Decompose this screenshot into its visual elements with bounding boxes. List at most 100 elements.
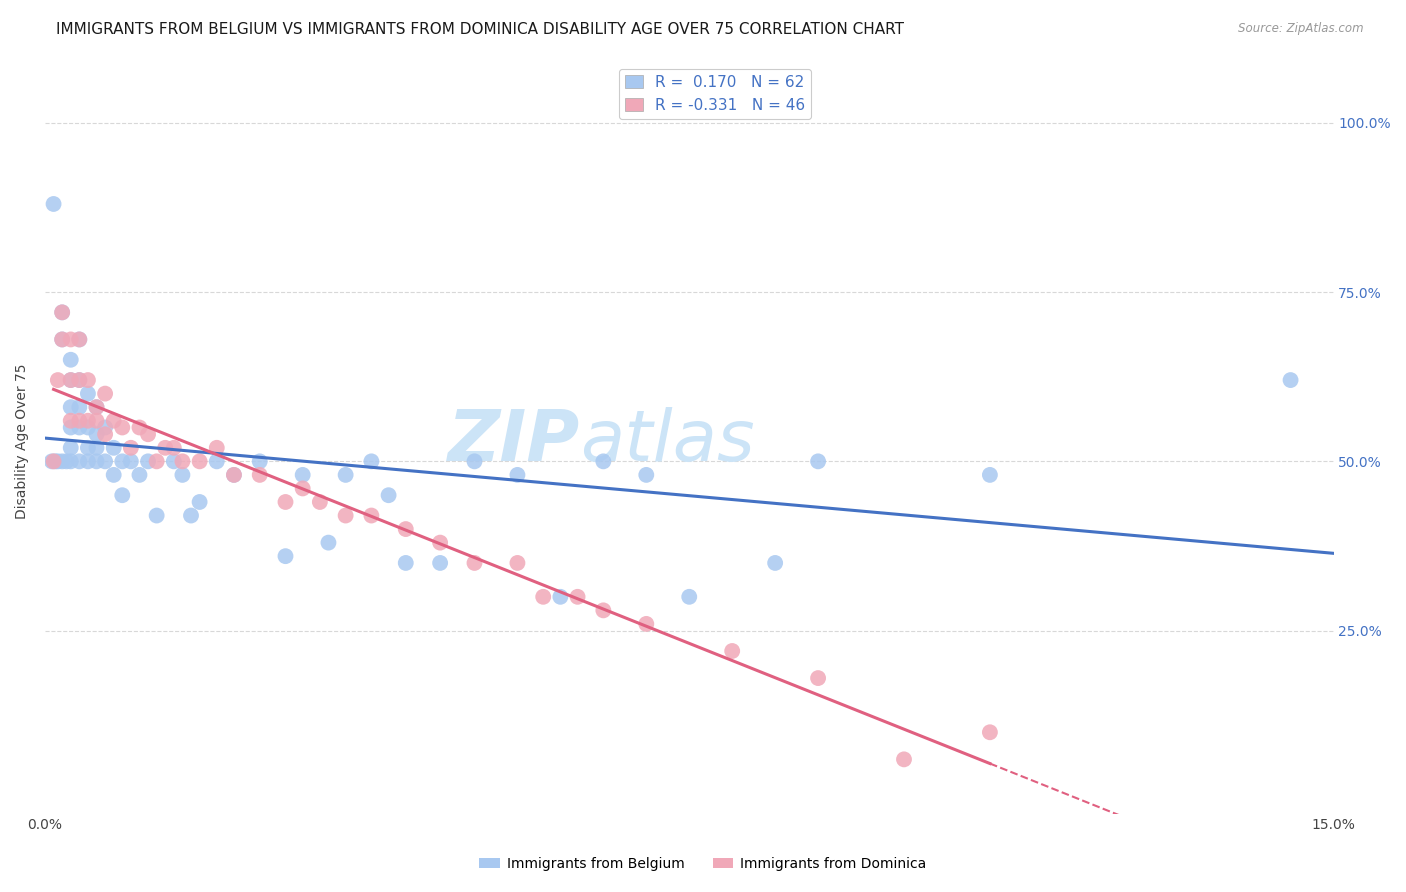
Point <box>155 441 177 455</box>
Point <box>41 454 63 468</box>
Legend: Immigrants from Belgium, Immigrants from Dominica: Immigrants from Belgium, Immigrants from… <box>474 851 932 876</box>
Point <box>59 420 82 434</box>
Point <box>205 441 228 455</box>
Point <box>550 590 572 604</box>
Point <box>59 352 82 367</box>
Point <box>42 454 65 468</box>
Point <box>205 454 228 468</box>
Point <box>335 467 357 482</box>
Point <box>94 420 117 434</box>
Point <box>188 454 211 468</box>
Point <box>249 467 271 482</box>
Point <box>335 508 357 523</box>
Point <box>979 725 1001 739</box>
Point <box>318 535 340 549</box>
Point <box>506 467 529 482</box>
Point <box>567 590 589 604</box>
Point <box>44 454 66 468</box>
Point <box>163 454 186 468</box>
Point <box>128 467 150 482</box>
Point <box>67 373 90 387</box>
Point <box>120 454 142 468</box>
Y-axis label: Disability Age Over 75: Disability Age Over 75 <box>15 363 30 519</box>
Point <box>94 427 117 442</box>
Point <box>77 441 100 455</box>
Point <box>111 454 134 468</box>
Point <box>94 386 117 401</box>
Point <box>1279 373 1302 387</box>
Point <box>86 400 108 414</box>
Point <box>636 467 658 482</box>
Point <box>172 454 194 468</box>
Point <box>145 454 167 468</box>
Text: Source: ZipAtlas.com: Source: ZipAtlas.com <box>1239 22 1364 36</box>
Legend: R =  0.170   N = 62, R = -0.331   N = 46: R = 0.170 N = 62, R = -0.331 N = 46 <box>619 69 811 119</box>
Point <box>807 671 830 685</box>
Point <box>274 495 297 509</box>
Point <box>86 414 108 428</box>
Point <box>291 482 314 496</box>
Point <box>59 400 82 414</box>
Point <box>136 454 159 468</box>
Point <box>145 508 167 523</box>
Point <box>51 333 73 347</box>
Point <box>59 373 82 387</box>
Point <box>188 495 211 509</box>
Point <box>120 441 142 455</box>
Point <box>51 305 73 319</box>
Point <box>46 454 69 468</box>
Point <box>67 414 90 428</box>
Point <box>67 454 90 468</box>
Point <box>86 441 108 455</box>
Text: atlas: atlas <box>579 407 755 475</box>
Point <box>592 603 614 617</box>
Point <box>763 556 786 570</box>
Point <box>360 508 382 523</box>
Point <box>395 556 418 570</box>
Point <box>308 495 330 509</box>
Point <box>636 616 658 631</box>
Point <box>377 488 399 502</box>
Point <box>77 420 100 434</box>
Point <box>103 441 125 455</box>
Point <box>274 549 297 564</box>
Point <box>136 427 159 442</box>
Point <box>77 373 100 387</box>
Point <box>592 454 614 468</box>
Point <box>77 386 100 401</box>
Point <box>111 488 134 502</box>
Point <box>172 467 194 482</box>
Point <box>59 441 82 455</box>
Point <box>67 400 90 414</box>
Point <box>46 373 69 387</box>
Point <box>222 467 245 482</box>
Point <box>55 454 77 468</box>
Point <box>67 373 90 387</box>
Point <box>59 414 82 428</box>
Point <box>67 333 90 347</box>
Point <box>67 333 90 347</box>
Point <box>360 454 382 468</box>
Point <box>893 752 915 766</box>
Point <box>395 522 418 536</box>
Point <box>51 305 73 319</box>
Point <box>249 454 271 468</box>
Point <box>222 467 245 482</box>
Point <box>59 373 82 387</box>
Point <box>463 556 485 570</box>
Point <box>103 414 125 428</box>
Point <box>103 467 125 482</box>
Point <box>59 454 82 468</box>
Point <box>94 454 117 468</box>
Point <box>77 414 100 428</box>
Point <box>42 197 65 211</box>
Point <box>77 454 100 468</box>
Point <box>59 333 82 347</box>
Point <box>51 454 73 468</box>
Point <box>429 535 451 549</box>
Point <box>111 420 134 434</box>
Point <box>67 420 90 434</box>
Point <box>979 467 1001 482</box>
Point <box>807 454 830 468</box>
Point <box>531 590 554 604</box>
